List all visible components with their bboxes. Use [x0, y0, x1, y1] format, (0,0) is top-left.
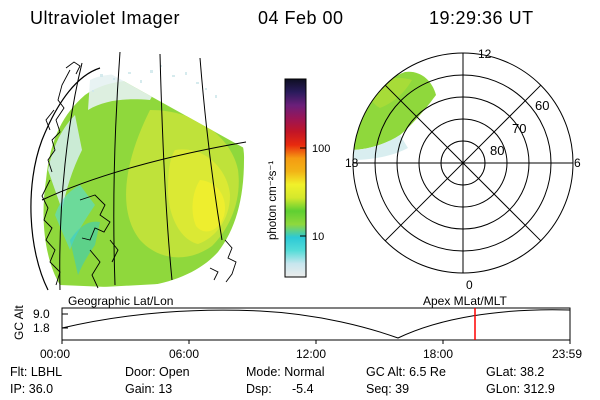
- seq-info: Seq: 39: [366, 382, 410, 396]
- dsp-label: Dsp:: [246, 382, 272, 396]
- altitude-axis-label: GC Alt: [12, 305, 26, 340]
- time-label: 19:29:36 UT: [429, 8, 534, 28]
- flt-info: Flt: LBHL: [10, 365, 63, 379]
- glat-info: GLat: 38.2: [486, 365, 545, 379]
- colorbar-label: photon cm⁻²s⁻¹: [267, 161, 279, 240]
- glon-info: GLon: 312.9: [486, 382, 555, 396]
- polar-lat-70: 70: [512, 121, 526, 136]
- time-tick-1800: 18:00: [423, 347, 453, 361]
- polar-mlt-6: 6: [574, 156, 581, 170]
- polar-lat-80: 80: [490, 143, 504, 158]
- door-info: Door: Open: [125, 365, 190, 379]
- polar-mlt-12: 12: [478, 47, 492, 61]
- ip-info: IP: 36.0: [10, 382, 54, 396]
- time-tick-1200: 12:00: [296, 347, 326, 361]
- geographic-label: Geographic Lat/Lon: [68, 294, 173, 308]
- colorbar-tick-10: 10: [312, 231, 324, 243]
- time-tick-0000: 00:00: [40, 347, 70, 361]
- time-tick-2359: 23:59: [552, 347, 582, 361]
- polar-plot: [352, 52, 574, 274]
- dsp-value: -5.4: [292, 382, 314, 396]
- geographic-image: [30, 51, 247, 291]
- date-label: 04 Feb 00: [258, 8, 344, 28]
- colorbar-tick-100: 100: [312, 143, 330, 155]
- instrument-title: Ultraviolet Imager: [30, 8, 181, 28]
- colorbar: [284, 78, 307, 278]
- polar-mlt-18: 18: [345, 156, 359, 170]
- altitude-tick-1-8: 1.8: [33, 321, 50, 335]
- gain-info: Gain: 13: [125, 382, 173, 396]
- altitude-plot: [61, 307, 571, 344]
- time-tick-0600: 06:00: [169, 347, 199, 361]
- altitude-tick-9: 9.0: [33, 307, 50, 321]
- apex-label: Apex MLat/MLT: [423, 294, 507, 308]
- polar-mlt-0: 0: [466, 278, 473, 292]
- polar-lat-60: 60: [535, 98, 549, 113]
- gcalt-info: GC Alt: 6.5 Re: [366, 365, 446, 379]
- mode-info: Mode: Normal: [246, 365, 325, 379]
